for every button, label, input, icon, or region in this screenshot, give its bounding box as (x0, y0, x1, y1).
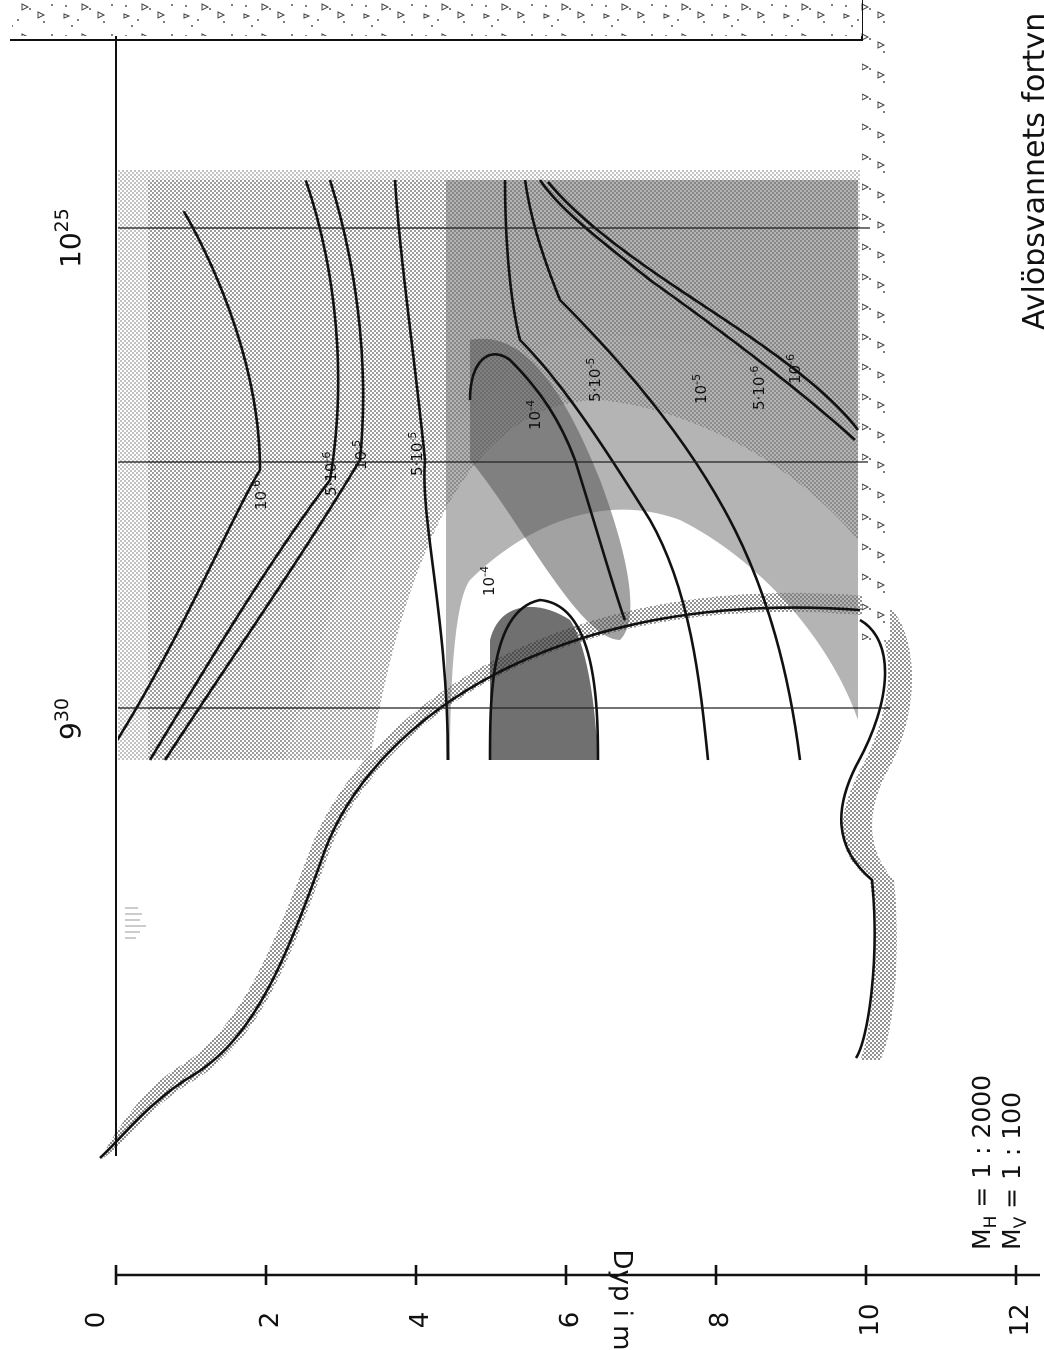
label-1e-5-bottom: 10-5 (690, 374, 710, 404)
contour-5e-5-top (393, 179, 450, 761)
top-gravel (12, 0, 862, 36)
field-core-b (490, 606, 598, 760)
scale-note: MH = 1 : 2000 MV = 1 : 100 (967, 1075, 1031, 1250)
label-5e-5-bottom: 5·10-5 (584, 358, 604, 402)
contour-labels-bottom: 5·10-5 10-5 5·10-6 10-6 (584, 354, 804, 410)
label-1e-5: 10-5 (350, 440, 370, 470)
contour-labels-core: 10-4 10-4 (478, 400, 544, 596)
contour-1e-4-core-b (488, 598, 600, 761)
scale-horizontal: MH = 1 : 2000 (967, 1075, 1001, 1250)
concentration-field (118, 170, 860, 760)
time-label-930: 930 (51, 698, 87, 740)
contour-labels-top: 10-6 5·10-6 10-5 5·10-5 (250, 432, 426, 510)
label-1e-6-bottom: 10-6 (784, 354, 804, 384)
contour-1e-6-bottom (546, 181, 860, 431)
contour-lines (118, 177, 860, 761)
contour-5e-5-bottom (503, 179, 710, 761)
scale-vertical: MV = 1 : 100 (997, 1092, 1031, 1250)
depth-tick-0: 0 (81, 1312, 111, 1329)
basin-floor-outline-lower (840, 618, 887, 1059)
depth-tick-12: 12 (1005, 1303, 1035, 1336)
label-1e-4-a: 10-4 (478, 566, 498, 596)
field-inner (446, 180, 858, 760)
depth-axis-label: Dyp i m (607, 1250, 637, 1350)
depth-tick-10: 10 (855, 1303, 885, 1336)
svg-text:1025: 1025 (51, 208, 87, 268)
contour-1e-4-core-a (468, 353, 627, 621)
time-label-1025: 1025 (51, 208, 87, 268)
label-1e-6: 10-6 (250, 480, 270, 510)
field-core-a (470, 338, 631, 640)
depth-tick-8: 8 (705, 1312, 735, 1329)
depth-tick-2: 2 (255, 1312, 285, 1329)
caption: Avlöpsvannets fortyn (1017, 13, 1044, 330)
contour-1e-5-top (163, 179, 365, 761)
contour-1e-6-top (118, 179, 262, 743)
depth-axis: 0 2 4 6 8 10 12 Dyp i m (81, 1250, 1040, 1350)
svg-text:930: 930 (51, 698, 87, 740)
label-1e-4-b: 10-4 (524, 400, 544, 430)
label-5e-5: 5·10-5 (406, 432, 426, 476)
surface-ticks (125, 907, 146, 939)
shore-gravel (862, 0, 890, 640)
contour-5e-6-bottom (538, 179, 856, 441)
depth-tick-4: 4 (405, 1312, 435, 1329)
contour-1e-5-bottom (523, 179, 802, 761)
basin-floor-outline (99, 606, 861, 1159)
label-5e-6: 5·10-6 (320, 452, 340, 496)
depth-tick-6: 6 (555, 1312, 585, 1329)
contour-5e-6-top (148, 177, 340, 761)
label-5e-6-bottom: 5·10-6 (748, 366, 768, 410)
